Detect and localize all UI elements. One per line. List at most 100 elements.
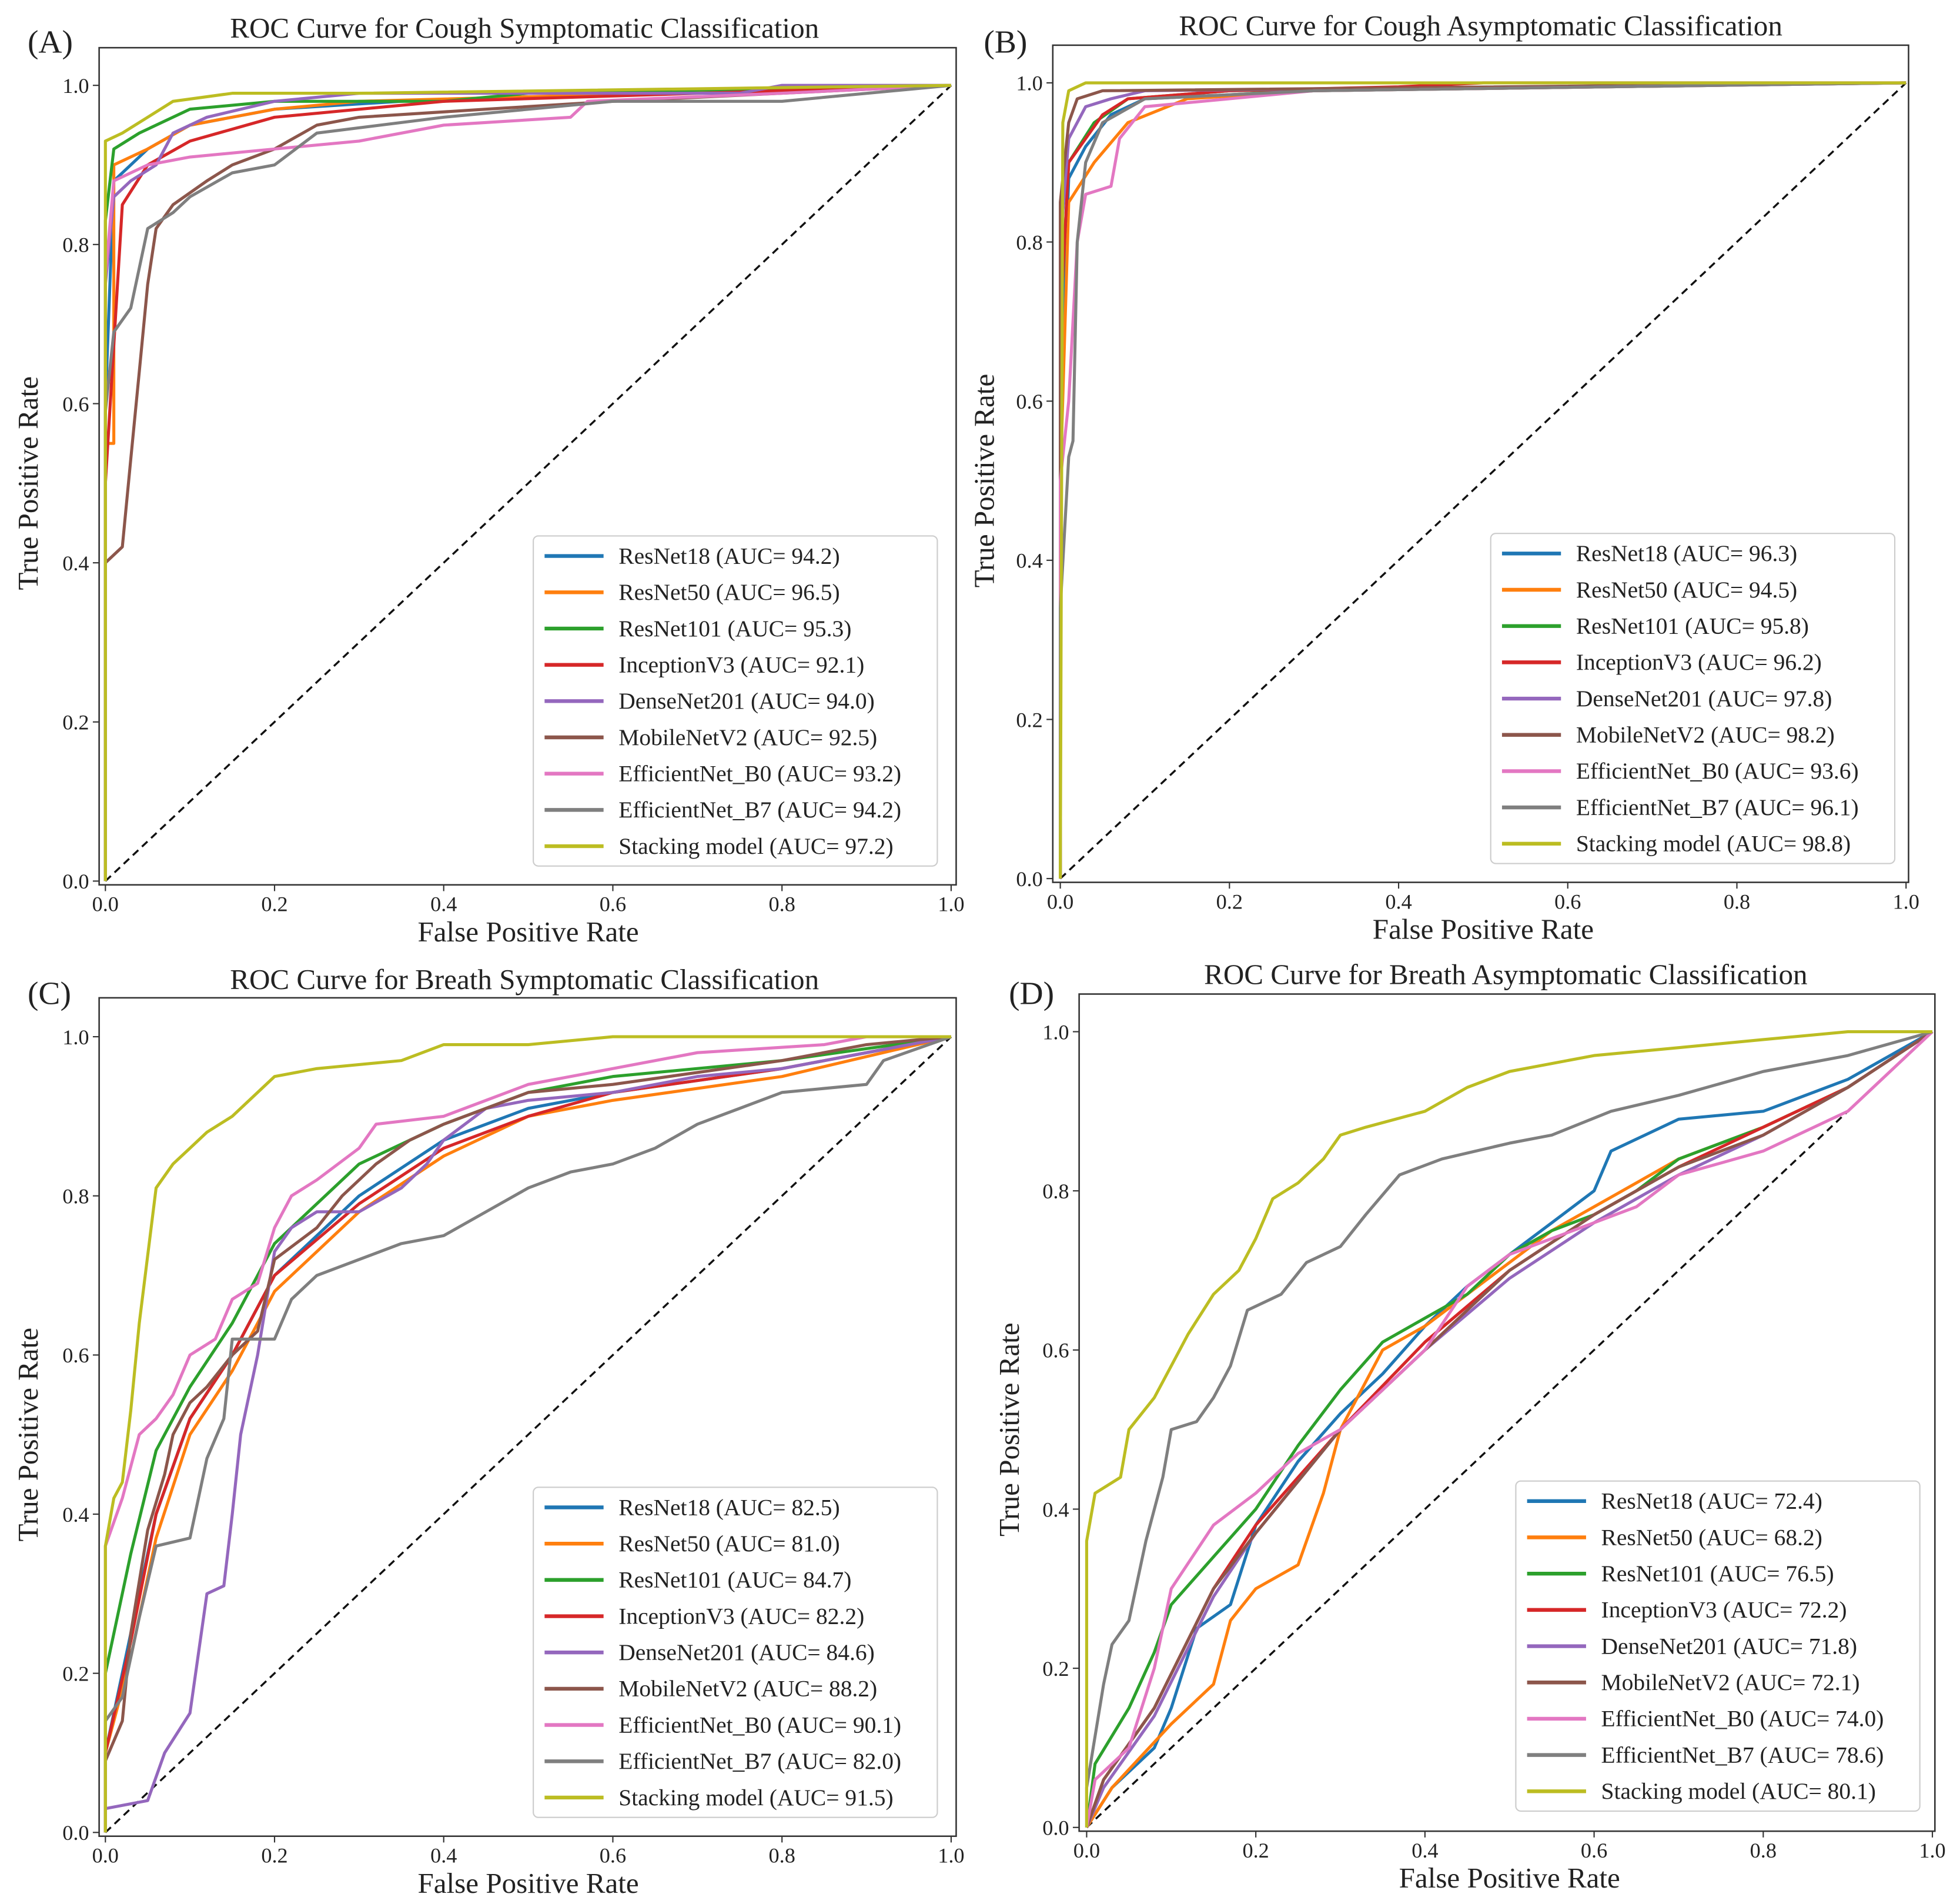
y-tick-label: 1.0 <box>1042 1020 1069 1044</box>
roc-curve-resnet50 <box>1085 1030 1934 1829</box>
x-tick-label: 0.6 <box>1554 890 1581 913</box>
legend-entry: Stacking model (AUC= 80.1) <box>1601 1778 1876 1804</box>
legend-entry: EfficientNet_B7 (AUC= 82.0) <box>618 1748 901 1774</box>
x-tick-label: 0.2 <box>1242 1839 1269 1862</box>
chart-title: ROC Curve for Cough Symptomatic Classifi… <box>230 12 819 44</box>
y-tick-label: 1.0 <box>62 1026 89 1049</box>
y-tick-label: 0.4 <box>1016 549 1042 573</box>
roc-curve-stacking-model <box>1059 81 1907 879</box>
legend: ResNet18 (AUC= 94.2) ResNet50 (AUC= 96.5)… <box>533 535 938 867</box>
legend-entry: ResNet101 (AUC= 84.7) <box>618 1567 851 1593</box>
x-tick-label: 0.0 <box>1073 1839 1100 1862</box>
y-axis-label: True Positive Rate <box>12 376 44 590</box>
legend-entry: MobileNetV2 (AUC= 98.2) <box>1576 722 1835 748</box>
y-tick-label: 0.4 <box>1042 1498 1069 1521</box>
legend-entry: ResNet18 (AUC= 94.2) <box>618 543 839 569</box>
legend-entry: MobileNetV2 (AUC= 88.2) <box>618 1676 877 1702</box>
x-tick-label: 1.0 <box>938 1844 964 1868</box>
roc-panel-d: ROC Curve for Breath Asymptomatic Classi… <box>993 958 1946 1894</box>
y-tick-label: 1.0 <box>1016 72 1042 95</box>
roc-curve-efficientnet-b0 <box>103 1035 951 1833</box>
legend-entry: EfficientNet_B0 (AUC= 90.1) <box>618 1712 901 1738</box>
panel-label: (C) <box>28 976 71 1012</box>
roc-curve-inceptionv3 <box>1059 81 1907 879</box>
x-axis-label: False Positive Rate <box>1373 913 1594 946</box>
y-tick-label: 0.0 <box>1016 867 1042 891</box>
legend-entry: ResNet101 (AUC= 76.5) <box>1601 1561 1834 1586</box>
x-tick-label: 0.4 <box>1412 1839 1438 1862</box>
y-tick-label: 0.2 <box>1016 708 1042 731</box>
y-tick-label: 0.6 <box>62 1344 89 1367</box>
roc-curve-resnet101 <box>1085 1030 1934 1828</box>
legend-entry: EfficientNet_B0 (AUC= 93.2) <box>618 761 901 787</box>
legend-entry: EfficientNet_B0 (AUC= 74.0) <box>1601 1706 1884 1732</box>
x-tick-label: 1.0 <box>1919 1839 1945 1862</box>
x-tick-label: 0.0 <box>92 1844 119 1868</box>
x-tick-label: 0.2 <box>1216 890 1243 913</box>
legend-entry: EfficientNet_B0 (AUC= 93.6) <box>1576 758 1859 784</box>
legend-entry: InceptionV3 (AUC= 96.2) <box>1576 649 1822 675</box>
y-axis-label: True Positive Rate <box>968 374 1000 588</box>
legend-box <box>1490 533 1896 864</box>
y-tick-label: 0.2 <box>1042 1657 1069 1681</box>
roc-curve-resnet101 <box>103 83 951 881</box>
x-tick-label: 1.0 <box>1893 890 1919 913</box>
x-tick-label: 0.6 <box>600 893 626 916</box>
roc-curve-efficientnet-b0 <box>1059 81 1907 879</box>
roc-curve-efficientnet-b7 <box>1085 1030 1933 1828</box>
legend-entry: DenseNet201 (AUC= 71.8) <box>1601 1633 1858 1659</box>
chart-title: ROC Curve for Breath Asymptomatic Classi… <box>1204 958 1807 990</box>
x-tick-label: 0.8 <box>769 1844 795 1868</box>
legend-entry: ResNet18 (AUC= 82.5) <box>618 1494 839 1520</box>
roc-curve-mobilenetv2 <box>103 83 952 881</box>
legend-entry: InceptionV3 (AUC= 82.2) <box>618 1603 864 1629</box>
legend-entry: DenseNet201 (AUC= 84.6) <box>618 1639 875 1665</box>
x-tick-label: 0.2 <box>261 1844 287 1868</box>
roc-curve-mobilenetv2 <box>1059 81 1907 879</box>
roc-curve-resnet18 <box>1085 1030 1934 1829</box>
x-tick-label: 0.6 <box>1581 1839 1607 1862</box>
roc-curve-efficientnet-b7 <box>1059 81 1907 879</box>
roc-curve-resnet101 <box>103 1035 952 1833</box>
x-tick-label: 0.8 <box>1750 1839 1777 1862</box>
y-tick-label: 0.0 <box>62 1821 89 1845</box>
x-tick-label: 0.4 <box>1385 890 1412 913</box>
legend-entry: MobileNetV2 (AUC= 72.1) <box>1601 1669 1860 1695</box>
x-tick-label: 0.4 <box>430 1844 457 1868</box>
y-axis-label: True Positive Rate <box>12 1328 44 1542</box>
legend-box <box>533 1487 938 1818</box>
y-tick-label: 0.0 <box>62 870 89 893</box>
legend-entry: ResNet50 (AUC= 81.0) <box>618 1531 839 1556</box>
plot-frame <box>98 46 957 886</box>
legend-entry: Stacking model (AUC= 98.8) <box>1576 831 1851 857</box>
x-tick-label: 1.0 <box>938 893 964 916</box>
roc-curve-stacking-model <box>1085 1030 1933 1828</box>
legend-entry: MobileNetV2 (AUC= 92.5) <box>618 724 877 750</box>
legend-entry: EfficientNet_B7 (AUC= 94.2) <box>618 797 901 823</box>
roc-panel-c: ROC Curve for Breath Symptomatic Classif… <box>12 963 965 1899</box>
y-tick-label: 0.8 <box>62 1185 89 1208</box>
legend-box <box>1515 1480 1921 1812</box>
roc-curve-mobilenetv2 <box>103 1035 952 1833</box>
y-tick-label: 0.8 <box>1042 1180 1069 1203</box>
legend-entry: InceptionV3 (AUC= 92.1) <box>618 652 864 677</box>
y-tick-label: 0.0 <box>1042 1816 1069 1840</box>
chart-title: ROC Curve for Breath Symptomatic Classif… <box>230 963 819 996</box>
y-tick-label: 1.0 <box>62 74 89 98</box>
y-tick-label: 0.8 <box>1016 231 1042 254</box>
x-tick-label: 0.0 <box>92 893 119 916</box>
y-tick-label: 0.6 <box>1016 390 1042 413</box>
x-axis-label: False Positive Rate <box>1399 1862 1620 1894</box>
roc-curve-stacking-model <box>103 83 951 881</box>
y-tick-label: 0.4 <box>62 1503 89 1526</box>
roc-curve-efficientnet-b0 <box>1085 1030 1934 1828</box>
legend-entry: ResNet50 (AUC= 68.2) <box>1601 1524 1822 1550</box>
legend-entry: DenseNet201 (AUC= 94.0) <box>618 688 875 714</box>
x-tick-label: 0.6 <box>600 1844 626 1868</box>
chart-title: ROC Curve for Cough Asymptomatic Classif… <box>1179 9 1782 42</box>
chance-diagonal-line <box>1059 82 1907 880</box>
y-tick-label: 0.6 <box>62 392 89 416</box>
y-tick-label: 0.6 <box>1042 1339 1069 1362</box>
plot-frame <box>1052 44 1909 883</box>
plot-frame <box>98 997 957 1837</box>
